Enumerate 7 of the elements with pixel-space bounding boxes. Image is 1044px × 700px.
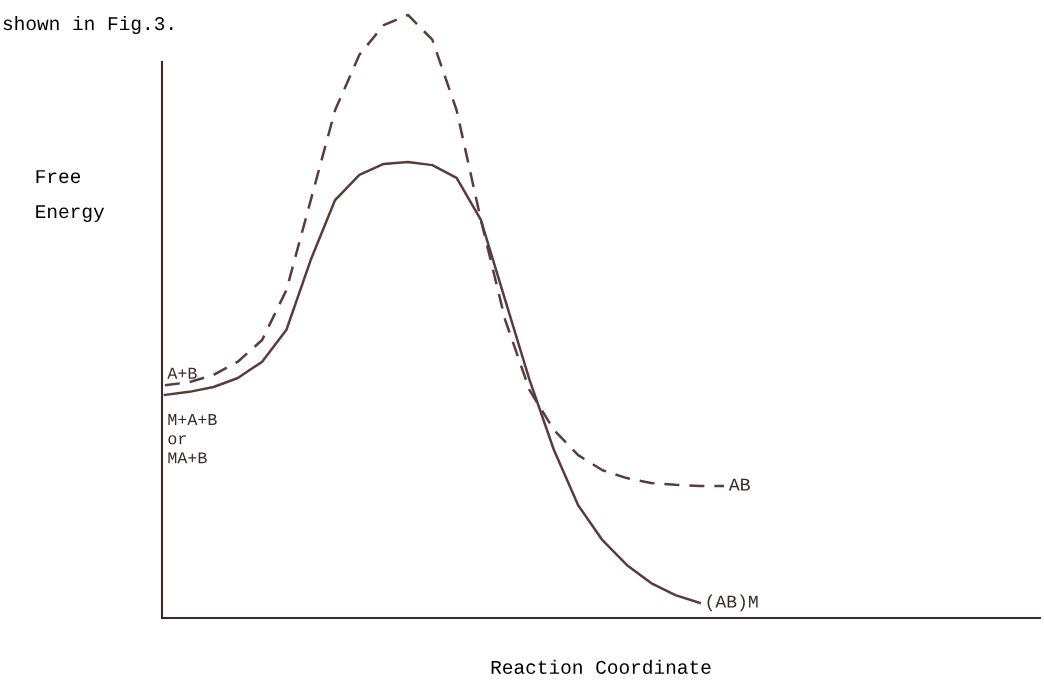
series-label: AB <box>728 478 750 491</box>
series-label: (AB)M <box>707 594 758 612</box>
annotation: shown in Fig.3. <box>3 15 173 35</box>
x-axis-title: Reaction Coordinate <box>491 659 711 674</box>
y-axis-title: Free Energy <box>36 170 105 223</box>
annotation: A+B <box>167 367 197 379</box>
annotation: M+A+B or MA+B <box>168 414 217 464</box>
